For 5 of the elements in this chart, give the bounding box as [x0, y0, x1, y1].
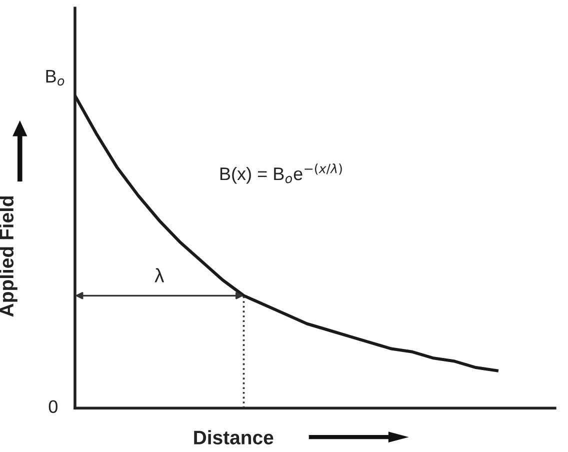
- annotation: B(x) = B$_{o}$e$^{−(x/λ)}$: [220, 164, 342, 184]
- text: B$_{o}$: [46, 70, 64, 86]
- annotation: λ: [154, 268, 164, 282]
- x-axis-title: Distance: [194, 430, 274, 444]
- text: 0: [48, 400, 58, 414]
